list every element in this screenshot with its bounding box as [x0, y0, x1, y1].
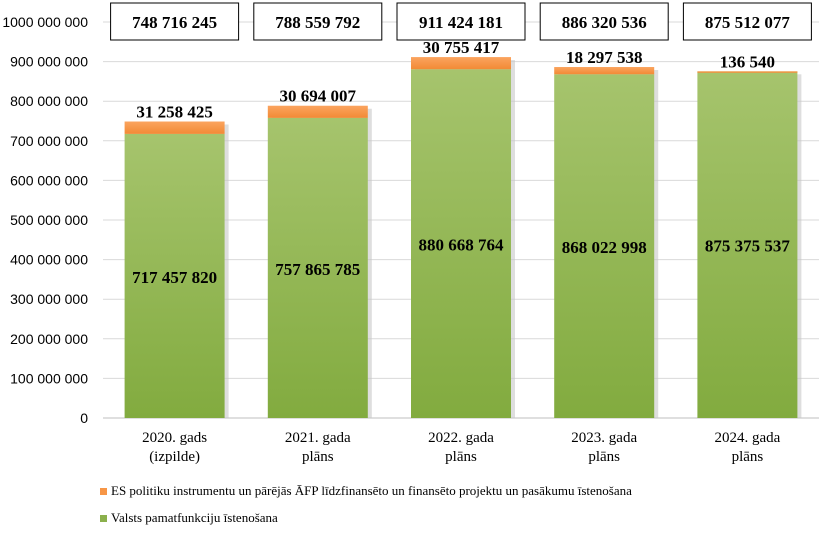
bar-segment-state-functions — [554, 74, 655, 419]
y-tick-label: 1000 000 000 — [2, 14, 88, 30]
x-tick-label: plāns — [588, 449, 620, 465]
bar-segment-eu-projects — [554, 67, 655, 75]
data-label-state-functions: 868 022 998 — [562, 238, 647, 257]
legend-label-eu-projects: ES politiku instrumentu un pārējās ĀFP l… — [111, 483, 632, 498]
legend-swatch-green — [100, 514, 107, 522]
y-tick-label: 200 000 000 — [10, 331, 88, 347]
y-tick-label: 600 000 000 — [10, 172, 88, 188]
total-label: 911 424 181 — [419, 13, 503, 32]
data-label-eu-projects: 136 540 — [720, 52, 775, 71]
total-box — [110, 2, 240, 41]
data-label-eu-projects: 31 258 425 — [136, 103, 213, 122]
x-tick-label: 2020. gads — [142, 430, 207, 446]
total-box — [539, 2, 669, 41]
total-label: 788 559 792 — [275, 13, 360, 32]
x-tick-label: 2021. gada — [285, 430, 351, 446]
total-label: 875 512 077 — [705, 13, 791, 32]
y-tick-label: 300 000 000 — [10, 291, 88, 307]
legend-swatch-orange — [100, 487, 107, 495]
bar-segment-state-functions — [267, 117, 368, 419]
bar-segment-eu-projects — [124, 121, 225, 134]
bar-segment-eu-projects — [267, 105, 368, 118]
total-box — [682, 2, 812, 41]
y-tick-label: 0 — [80, 410, 88, 426]
legend-label-state-functions: Valsts pamatfunkciju īstenošana — [111, 510, 278, 525]
bar-segment-eu-projects — [697, 71, 798, 73]
data-label-state-functions: 717 457 820 — [132, 268, 217, 287]
y-tick-label: 900 000 000 — [10, 54, 88, 70]
y-tick-label: 100 000 000 — [10, 370, 88, 386]
data-label-state-functions: 880 668 764 — [419, 236, 505, 255]
total-label: 748 716 245 — [132, 13, 217, 32]
x-tick-label: plāns — [302, 449, 334, 465]
x-tick-label: 2023. gada — [571, 430, 637, 446]
legend-item-state-functions: Valsts pamatfunkciju īstenošana — [100, 510, 810, 526]
total-box — [396, 2, 526, 41]
y-tick-label: 700 000 000 — [10, 133, 88, 149]
data-label-eu-projects: 18 297 538 — [566, 48, 643, 67]
bar-segment-eu-projects — [411, 57, 511, 70]
data-label-eu-projects: 30 694 007 — [280, 87, 357, 106]
bar-segment-state-functions — [411, 69, 511, 418]
y-tick-label: 500 000 000 — [10, 212, 88, 228]
x-tick-label: 2022. gada — [428, 430, 494, 446]
total-label: 886 320 536 — [562, 13, 647, 32]
y-tick-label: 400 000 000 — [10, 252, 88, 268]
data-label-eu-projects: 30 755 417 — [423, 38, 500, 57]
x-tick-label: 2024. gada — [714, 430, 780, 446]
data-label-state-functions: 757 865 785 — [275, 260, 360, 279]
legend-item-eu-projects: ES politiku instrumentu un pārējās ĀFP l… — [100, 483, 810, 499]
y-tick-label: 800 000 000 — [10, 93, 88, 109]
x-tick-label: plāns — [732, 449, 764, 465]
total-box — [253, 2, 383, 41]
data-label-state-functions: 875 375 537 — [705, 237, 791, 256]
bar-segment-state-functions — [697, 71, 798, 418]
bar-segment-state-functions — [124, 133, 225, 418]
x-tick-label: (izpilde) — [149, 449, 200, 465]
x-tick-label: plāns — [445, 449, 477, 465]
